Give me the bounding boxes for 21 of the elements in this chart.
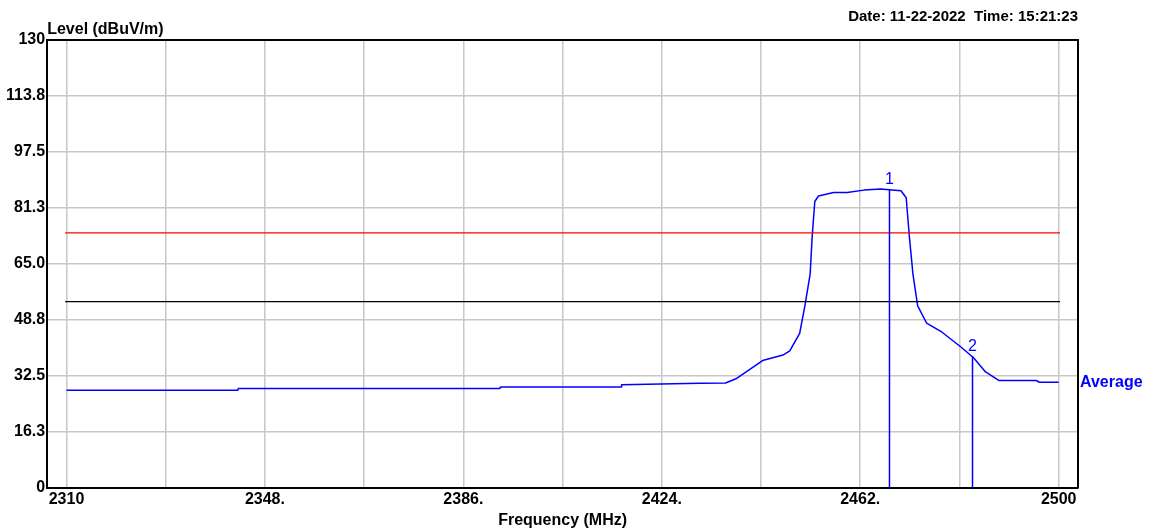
- y-axis-title: Level (dBuV/m): [47, 20, 164, 38]
- x-tick-label: 2348.: [244, 489, 285, 507]
- x-axis-title: Frequency (MHz): [498, 510, 628, 528]
- y-tick-label: 113.8: [6, 86, 46, 104]
- annotation: 1: [885, 170, 895, 188]
- y-tick-label: 130: [18, 30, 46, 48]
- x-tick-label: 2310: [48, 489, 85, 507]
- text: Date: 11-22-2022 Time: 15:21:23: [848, 7, 1078, 25]
- y-tick-label: 81.3: [14, 198, 46, 216]
- y-tick-label: 32.5: [14, 366, 46, 384]
- x-tick-label: 2500: [1040, 489, 1077, 507]
- y-tick-label: 65.0: [14, 254, 46, 272]
- y-tick-label: 97.5: [14, 142, 46, 160]
- annotation: 2: [968, 337, 978, 355]
- x-tick-label: 2424.: [641, 489, 682, 507]
- y-tick-label: 0: [36, 478, 46, 496]
- x-tick-label: 2386.: [443, 489, 484, 507]
- y-tick-label: 48.8: [14, 310, 46, 328]
- series-label: Average: [1080, 372, 1143, 390]
- y-tick-label: 16.3: [14, 422, 46, 440]
- x-tick-label: 2462.: [840, 489, 881, 507]
